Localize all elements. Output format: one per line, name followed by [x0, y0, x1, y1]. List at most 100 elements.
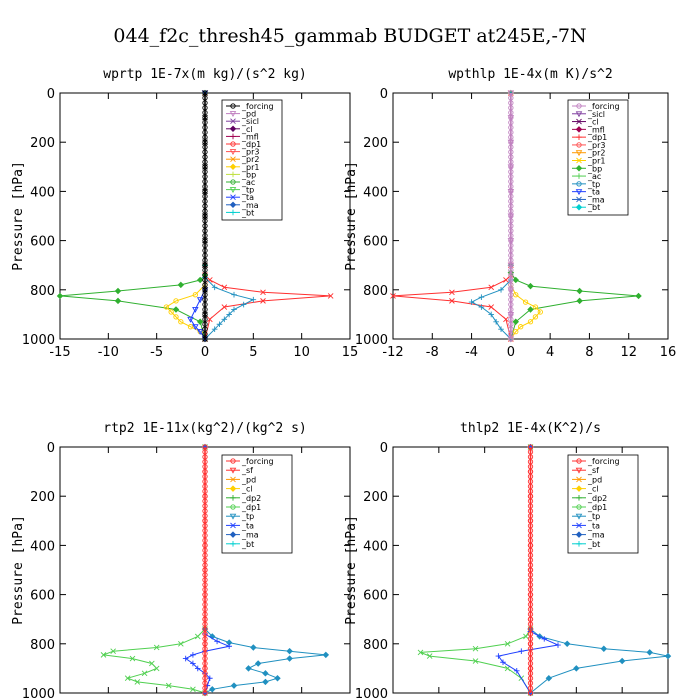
- legend-label: _bt: [241, 208, 254, 217]
- x-tick-label: -5: [150, 345, 163, 360]
- data-point: [512, 276, 519, 284]
- data-point: [518, 324, 524, 330]
- data-point: [209, 633, 216, 640]
- legend-marker: [575, 150, 583, 157]
- y-axis-label: Pressure [hPa]: [344, 161, 359, 271]
- data-point: [202, 218, 208, 224]
- data-point: [508, 203, 514, 209]
- data-point: [488, 311, 495, 318]
- data-point: [527, 567, 534, 573]
- panel-title: wpthlp 1E-4x(m K)/s^2: [448, 67, 612, 82]
- data-point: [202, 606, 208, 613]
- legend-marker: [575, 203, 583, 211]
- data-point: [202, 247, 208, 254]
- data-point: [202, 488, 208, 494]
- legend-label: _forcing: [241, 457, 274, 466]
- data-point: [202, 257, 208, 263]
- data-point: [207, 277, 213, 283]
- data-point: [527, 582, 534, 588]
- data-point: [202, 587, 208, 593]
- data-point: [190, 686, 196, 693]
- data-point: [153, 644, 160, 651]
- data-point: [202, 223, 208, 229]
- data-point: [124, 675, 131, 682]
- legend-label: _pr2: [587, 149, 605, 158]
- data-point: [153, 665, 160, 672]
- legend-label: _dp1: [587, 503, 607, 512]
- plot-frame: [392, 92, 669, 340]
- data-point: [522, 299, 529, 305]
- data-point: [202, 277, 208, 283]
- legend-label: _forcing: [241, 102, 274, 111]
- data-point: [527, 616, 534, 622]
- legend-label: _ma: [241, 201, 259, 210]
- legend-marker: [230, 495, 236, 501]
- data-point: [508, 188, 514, 195]
- data-point: [527, 601, 534, 608]
- data-point: [202, 611, 208, 617]
- data-point: [202, 503, 208, 509]
- data-point: [508, 198, 514, 204]
- data-point: [527, 626, 534, 632]
- y-tick-label: 400: [363, 539, 388, 554]
- legend-marker: [576, 181, 582, 187]
- legend-marker: [576, 173, 582, 179]
- data-point: [508, 267, 514, 273]
- legend-marker: [230, 209, 236, 216]
- data-point: [194, 633, 201, 640]
- legend-marker: [230, 522, 236, 529]
- legend-marker: [229, 531, 237, 538]
- data-point: [513, 328, 519, 335]
- data-point: [202, 208, 208, 214]
- data-point: [202, 262, 208, 268]
- data-point: [508, 173, 514, 180]
- data-point: [202, 650, 208, 657]
- chart-panel: rtp2 1E-11x(kg^2)/(kg^2 s) Pressure [hPa]…: [11, 421, 358, 700]
- data-point: [214, 638, 220, 645]
- legend-label: _cl: [241, 125, 253, 134]
- legend-marker: [230, 171, 236, 178]
- data-point: [573, 665, 580, 672]
- data-point: [527, 690, 534, 696]
- data-point: [532, 304, 539, 310]
- data-point: [527, 513, 534, 519]
- data-point: [207, 675, 213, 682]
- data-point: [664, 652, 672, 660]
- data-point: [646, 649, 653, 656]
- legend-marker: [575, 531, 583, 538]
- legend-label: _tp: [587, 180, 600, 189]
- series-line: [420, 447, 531, 694]
- data-point: [231, 291, 237, 298]
- data-point: [202, 237, 208, 244]
- data-point: [202, 655, 208, 662]
- data-point: [576, 297, 583, 305]
- legend-label: _ma: [587, 195, 605, 204]
- data-point: [508, 233, 514, 239]
- data-point: [508, 272, 514, 278]
- data-point: [202, 473, 208, 480]
- y-tick-label: 800: [363, 638, 388, 653]
- data-point: [192, 307, 199, 313]
- data-point: [508, 110, 514, 116]
- legend-marker: [229, 187, 237, 194]
- data-point: [202, 468, 208, 475]
- legend-marker: [229, 149, 237, 156]
- data-point: [202, 178, 208, 185]
- data-point: [202, 596, 208, 603]
- legend-label: _ta: [587, 521, 600, 530]
- data-point: [390, 293, 396, 299]
- legend-marker: [576, 522, 582, 529]
- data-point: [207, 316, 213, 323]
- legend-label: _forcing: [587, 102, 620, 111]
- data-point: [221, 304, 228, 310]
- data-point: [508, 124, 514, 131]
- legend-label: _dp2: [241, 494, 261, 503]
- data-point: [254, 660, 262, 667]
- legend-label: _pd: [241, 475, 256, 484]
- chart-panel: wprtp 1E-7x(m kg)/(s^2 kg) Pressure [hPa]…: [11, 67, 358, 360]
- legend-label: _forcing: [587, 457, 620, 466]
- data-point: [527, 488, 534, 494]
- data-point: [202, 90, 208, 96]
- legend-label: _dp1: [241, 503, 261, 512]
- data-point: [527, 606, 534, 613]
